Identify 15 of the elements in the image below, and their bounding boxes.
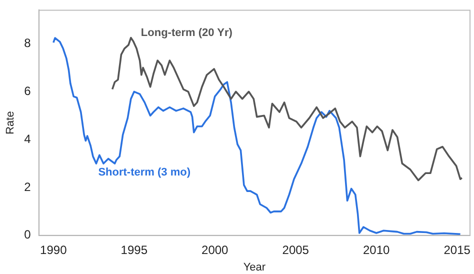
y-tick-label: 0 (24, 228, 32, 242)
y-tick-label: 4 (24, 132, 32, 146)
x-tick-label: 2005 (282, 242, 310, 257)
x-tick-label: 1995 (120, 242, 148, 257)
y-tick-label: 2 (24, 180, 32, 194)
x-axis-title: Year (243, 261, 266, 274)
x-tick-label: 1990 (40, 242, 68, 257)
series-label: Short-term (3 mo) (98, 166, 191, 179)
series-label: Long-term (20 Yr) (140, 26, 233, 39)
y-tick-label: 8 (24, 36, 32, 50)
x-tick-label: 2000 (202, 242, 229, 257)
y-tick-label: 6 (24, 84, 32, 98)
x-tick-label: 2010 (362, 242, 390, 257)
x-tick-label: 2015 (444, 242, 471, 257)
y-axis-title: Rate (4, 111, 17, 134)
